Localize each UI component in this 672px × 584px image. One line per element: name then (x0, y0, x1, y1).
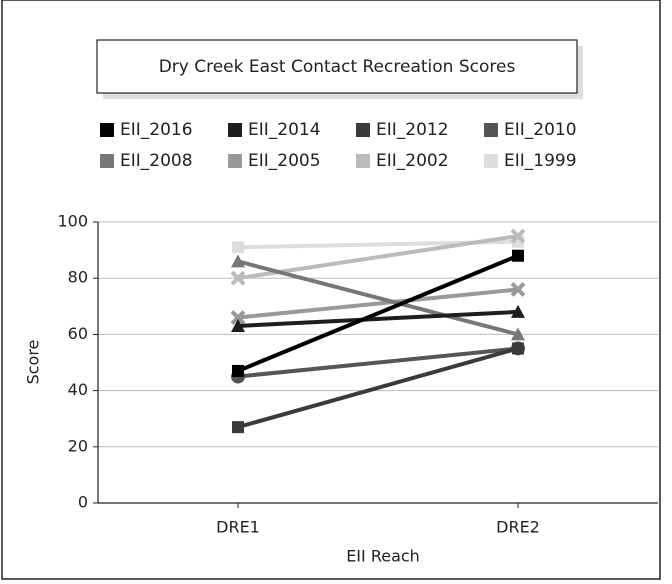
x-tick-label: DRE1 (216, 518, 260, 537)
chart-title: Dry Creek East Contact Recreation Scores (159, 57, 516, 77)
series-line (237, 287, 519, 320)
legend-swatch (228, 123, 242, 137)
y-tick-label: 0 (78, 493, 88, 512)
legend-swatch (484, 154, 498, 168)
marker (230, 310, 246, 325)
series-line (237, 346, 519, 379)
legend-label: EII_2002 (376, 151, 449, 171)
y-tick-label: 100 (57, 212, 88, 231)
series-line (237, 259, 519, 337)
legend-label: EII_2008 (120, 151, 193, 171)
marker (232, 241, 244, 254)
marker (511, 327, 525, 341)
legend-label: EII_1999 (504, 151, 577, 171)
legend-swatch (100, 123, 114, 137)
legend-swatch (100, 154, 114, 168)
y-tick-label: 80 (68, 268, 88, 287)
marker (510, 282, 526, 297)
series-line (237, 346, 519, 430)
marker (231, 318, 245, 332)
legend-swatch (228, 154, 242, 168)
marker (230, 270, 246, 286)
y-tick-label: 60 (68, 324, 88, 343)
legend-label: EII_2010 (504, 120, 577, 140)
legend-swatch (356, 154, 370, 168)
marker (512, 342, 524, 355)
marker (232, 421, 244, 434)
marker (511, 304, 525, 318)
marker (512, 249, 524, 262)
x-axis-label: EII Reach (346, 547, 420, 566)
legend-label: EII_2014 (248, 120, 321, 140)
series-line (237, 253, 519, 373)
legend-swatch (356, 123, 370, 137)
legend-label: EII_2005 (248, 151, 321, 171)
series-line (237, 309, 519, 328)
series-line (237, 234, 519, 281)
x-tick-label: DRE2 (496, 518, 540, 537)
y-tick-label: 20 (68, 436, 88, 455)
marker (232, 364, 244, 377)
marker (510, 228, 526, 244)
y-axis-label: Score (24, 340, 43, 385)
y-tick-label: 40 (68, 380, 88, 399)
legend-label: EII_2016 (120, 120, 193, 140)
marker (231, 254, 245, 268)
legend-swatch (484, 123, 498, 137)
legend-label: EII_2012 (376, 120, 449, 140)
title-box (96, 39, 578, 94)
